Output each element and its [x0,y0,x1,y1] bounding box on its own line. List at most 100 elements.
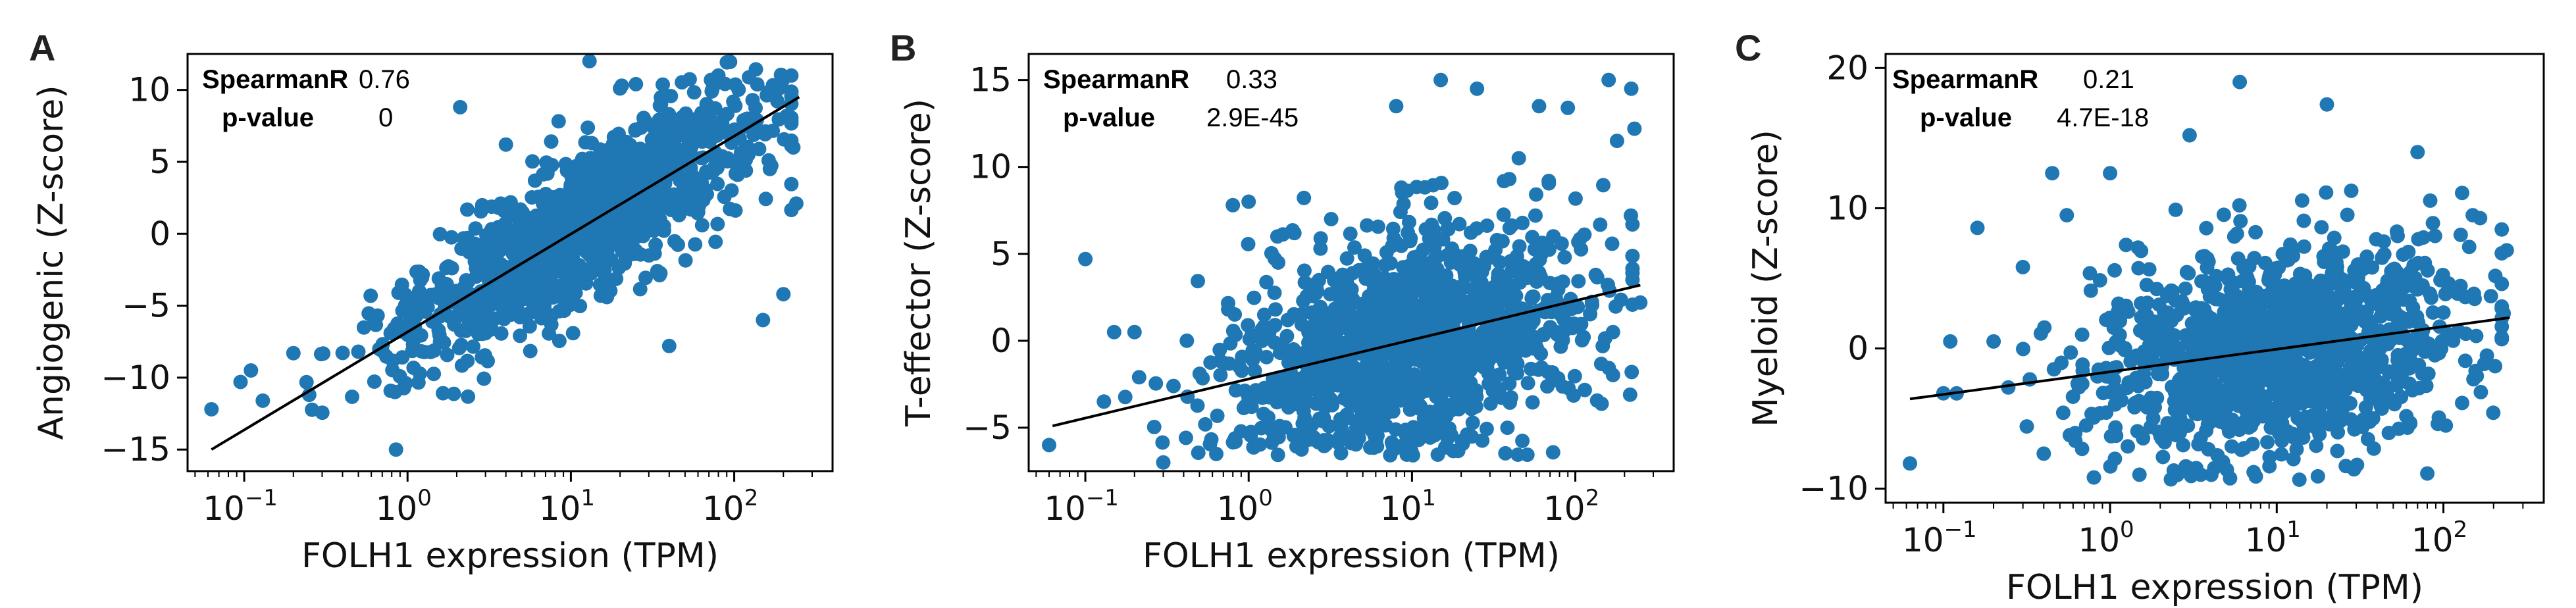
data-point [439,276,454,291]
data-point [2453,227,2468,242]
data-point [1515,215,1530,230]
data-point [444,230,459,245]
data-point [1470,347,1485,361]
data-point [385,353,400,368]
data-point [2286,430,2302,445]
data-point [1465,415,1480,430]
data-point [1331,319,1347,334]
data-point [1445,365,1460,380]
data-point [2382,328,2396,343]
data-point [2074,327,2090,342]
p-value-label: p-value [222,103,314,132]
outlier-point [786,140,801,155]
data-point [553,253,568,268]
outlier-point [351,344,366,359]
data-point [1343,226,1358,241]
data-point [710,176,725,191]
spearman-value: 0.76 [359,65,410,94]
data-point [1554,308,1569,323]
data-point [1366,440,1381,455]
x-tick-label: 102 [2411,517,2467,559]
data-point [688,237,703,252]
data-point [1372,414,1387,429]
data-point [2382,364,2397,379]
data-point [1381,314,1397,329]
data-point [1624,208,1638,223]
data-point [468,221,483,236]
data-point [1605,368,1620,382]
data-point [2213,400,2228,415]
data-point [565,249,580,265]
data-point [2274,447,2289,462]
data-point [1489,302,1505,317]
outlier-point [1433,72,1449,88]
data-point [1555,379,1570,394]
x-tick-label: 102 [1543,485,1599,528]
data-point [2302,314,2317,329]
data-point [600,143,615,158]
data-point [2329,377,2344,392]
data-point [1498,445,1513,461]
data-point [335,345,350,361]
data-point [643,147,658,163]
data-point [1520,447,1535,463]
data-point [1624,365,1639,380]
y-tick-label: 15 [969,61,1012,99]
data-point [2147,323,2162,338]
data-point [708,234,723,249]
data-point [2173,378,2187,393]
data-point [2232,198,2247,213]
data-point [494,326,509,341]
data-point [2335,244,2350,259]
outlier-point [1389,99,1404,114]
data-point [1386,231,1401,245]
data-point [2375,283,2390,298]
data-point [2298,409,2313,424]
data-point [544,157,559,172]
data-point [738,153,753,168]
data-point [673,173,688,188]
x-tick-label: 10−1 [203,485,278,528]
outlier-point [2086,470,2101,485]
spearman-label: SpearmanR [1043,65,1189,94]
data-point [684,202,700,217]
data-point [2314,220,2329,235]
data-point [1427,272,1441,287]
data-point [405,337,421,352]
data-point [1422,404,1437,419]
data-point [1212,353,1227,368]
outlier-point [388,442,403,457]
data-point [1223,336,1238,351]
data-point [1492,382,1507,397]
y-tick-label: 20 [1826,49,1868,87]
data-point [1440,247,1455,263]
data-point [1247,363,1262,378]
outlier-point [1096,394,1112,409]
data-point [1270,371,1285,386]
data-point [1301,324,1316,340]
x-axis-label: FOLH1 expression (TPM) [2006,568,2423,607]
data-point [500,297,515,312]
data-point [1299,374,1314,389]
data-point [1259,349,1274,365]
data-point [665,115,680,130]
data-point [648,212,663,227]
data-point [2325,327,2340,342]
data-point [1402,215,1416,230]
data-point [1274,384,1289,398]
data-point [1318,376,1333,392]
stats-annotation: SpearmanR 0.33 p-value 2.9E-45 [1043,65,1299,132]
data-point [1166,378,1181,393]
data-point [2494,330,2510,345]
data-point [629,230,644,245]
data-point [2176,353,2191,368]
data-point [513,328,528,343]
data-point [499,261,514,276]
data-point [2425,305,2440,320]
data-point [2294,193,2309,208]
data-point [2316,286,2331,300]
data-point [1622,387,1637,402]
data-point [513,234,527,249]
data-point [2226,417,2241,432]
